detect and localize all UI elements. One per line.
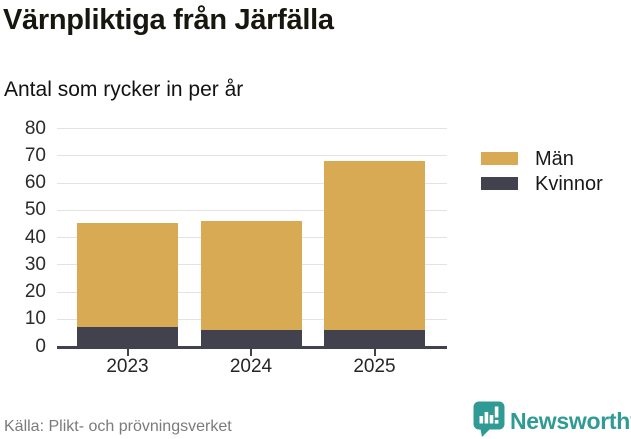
bar-segment-kvinnor-2025 [324,329,425,346]
gridline-50 [57,209,447,211]
bar-segment-män-2025 [324,160,425,330]
y-tick-label-20: 20 [24,281,46,302]
gridline-60 [57,182,447,184]
source-note: Källa: Plikt- och prövningsverket [4,418,232,435]
chart-subtitle: Antal som rycker in per år [4,78,244,101]
gridline-70 [57,155,447,157]
chart-title: Värnpliktiga från Järfälla [3,4,334,36]
y-tick-label-0: 0 [35,335,46,357]
y-tick-label-30: 30 [24,253,46,275]
x-tick-label-2025: 2025 [353,356,396,377]
bar-segment-kvinnor-2023 [77,326,178,346]
y-tick-label-70: 70 [24,144,46,166]
x-tick-2025 [373,348,376,356]
x-axis-line [57,346,447,349]
y-tick-label-80: 80 [24,117,46,139]
x-tick-2024 [250,348,252,356]
bar-segment-män-2023 [77,223,178,327]
x-tick-label-2023: 2023 [106,356,149,377]
bar-segment-kvinnor-2024 [200,329,302,346]
legend-label-kvinnor: Kvinnor [535,173,603,195]
legend-label-män: Män [535,148,574,170]
x-tick-label-2024: 2024 [229,356,273,377]
x-tick-2023 [126,348,129,356]
newsworthy-wordmark: Newsworthy [510,408,631,434]
y-tick-label-40: 40 [24,226,46,248]
bar-segment-män-2024 [200,220,302,330]
y-tick-label-10: 10 [24,308,46,330]
gridline-80 [57,128,447,129]
y-tick-label-60: 60 [24,172,46,193]
y-tick-label-50: 50 [24,199,46,221]
legend-swatch-män [481,152,518,165]
newsworthy-speech-bubble-chart-icon [473,401,505,437]
legend-swatch-kvinnor [481,177,518,190]
